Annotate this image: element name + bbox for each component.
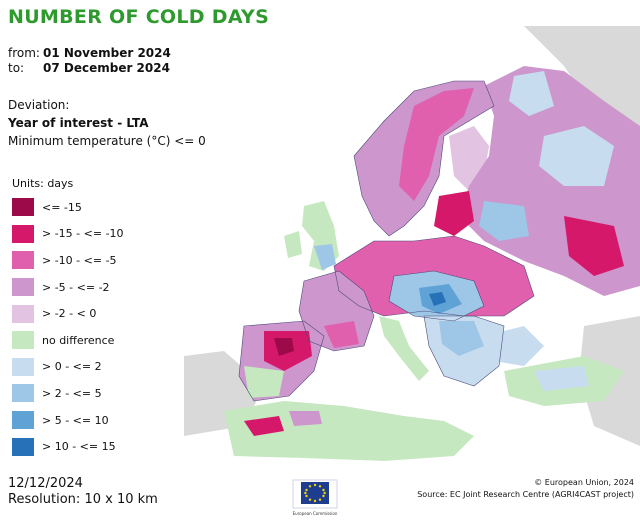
to-row: to: 07 December 2024 [8,61,171,76]
legend-label: > -5 - <= -2 [42,280,110,294]
legend-swatch [12,251,34,270]
legend-swatch [12,437,34,456]
legend-item: > -10 - <= -5 [12,247,124,274]
deviation-label: Deviation: [8,98,70,112]
to-label: to: [8,61,25,75]
legend-swatch [12,357,34,376]
legend-swatch [12,198,34,217]
source: Source: EC Joint Research Centre (AGRI4C… [417,490,634,499]
deviation-criterion: Minimum temperature (°C) <= 0 [8,134,206,148]
region-scandinavia [354,81,494,236]
legend-label: > 2 - <= 5 [42,386,102,400]
deviation-block: Deviation: Year of interest - LTA Minimu… [8,96,206,150]
legend-swatch [12,384,34,403]
from-label: from: [8,46,40,60]
legend-item: > 2 - <= 5 [12,380,124,407]
region-iberia [239,321,324,401]
credits: © European Union, 2024 Source: EC Joint … [417,477,634,501]
legend-swatch [12,411,34,430]
legend-units: Units: days [12,177,74,190]
map-title: NUMBER OF COLD DAYS [8,6,270,28]
eu-logo-text: European Commission [293,511,338,516]
footer-info: 12/12/2024 Resolution: 10 x 10 km [8,476,158,508]
legend-label: > 5 - <= 10 [42,413,109,427]
legend-swatch [12,304,34,323]
region-north-africa [224,401,474,461]
copyright: © European Union, 2024 [534,478,634,487]
legend-label: > 10 - <= 15 [42,440,116,454]
to-date: 07 December 2024 [43,61,170,75]
legend-label: > 0 - <= 2 [42,360,102,374]
period-block: from: 01 November 2024 to: 07 December 2… [8,46,171,76]
legend-swatch [12,331,34,350]
region-italy-balkans [379,316,544,386]
country-borders [238,80,535,402]
legend-label: <= -15 [42,200,82,214]
legend-item: > 5 - <= 10 [12,407,124,434]
legend: Units: days <= -15 > -15 - <= -10 > -10 - … [12,177,124,460]
deviation-type: Year of interest - LTA [8,116,149,130]
legend-item: > -5 - <= -2 [12,274,124,301]
resolution: Resolution: 10 x 10 km [8,492,158,507]
legend-item: > -2 - < 0 [12,300,124,327]
region-central [334,236,534,321]
eu-flag-icon: European Commission [292,479,338,516]
legend-label: > -2 - < 0 [42,307,97,321]
legend-swatch [12,278,34,297]
legend-item: no difference [12,327,124,354]
legend-item: > 0 - <= 2 [12,354,124,381]
legend-item: <= -15 [12,194,124,221]
from-row: from: 01 November 2024 [8,46,171,61]
legend-item: > -15 - <= -10 [12,221,124,248]
legend-label: no difference [42,333,115,347]
europe-map [184,26,640,461]
region-turkey [504,356,624,406]
legend-label: > -15 - <= -10 [42,227,124,241]
legend-items: <= -15 > -15 - <= -10 > -10 - <= -5 > -5 - … [12,194,124,460]
legend-item: > 10 - <= 15 [12,433,124,460]
region-east [434,66,640,296]
legend-label: > -10 - <= -5 [42,253,117,267]
issue-date: 12/12/2024 [8,476,83,491]
from-date: 01 November 2024 [43,46,171,60]
region-british-isles [284,201,339,271]
legend-swatch [12,224,34,243]
